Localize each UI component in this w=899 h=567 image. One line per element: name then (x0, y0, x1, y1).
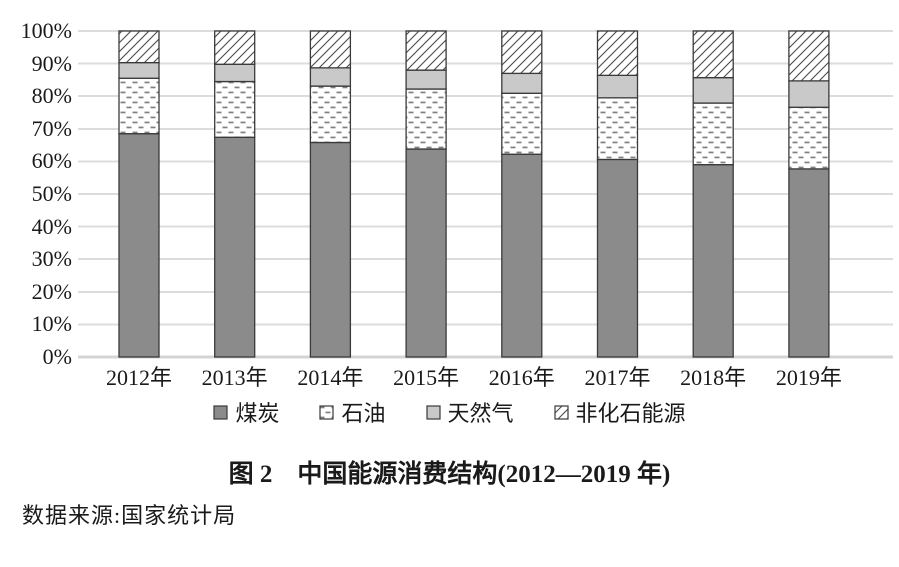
legend-marker-icon (319, 404, 335, 420)
bar-segment-solid-light (501, 72, 543, 94)
x-axis-label: 2015年 (393, 365, 460, 390)
y-tick-label: 100% (20, 18, 72, 43)
x-axis-label: 2017年 (584, 365, 651, 390)
legend-marker-icon (425, 404, 441, 420)
bar-segment-dash-pattern (309, 85, 352, 144)
y-tick-label: 30% (31, 246, 72, 272)
bar-segment-solid-light (596, 74, 639, 99)
bar-segment-dash-pattern (118, 77, 160, 135)
bar-segment-dash-pattern (596, 97, 639, 161)
x-axis-label: 2014年 (297, 365, 364, 390)
legend-label: 非化石能源 (575, 401, 686, 426)
legend-item: 非化石能源 (553, 396, 686, 428)
y-tick-label: 60% (31, 148, 72, 174)
x-axis-label: 2019年 (775, 365, 842, 390)
legend-marker-icon (213, 404, 229, 420)
bar-segment-solid-dark (596, 158, 639, 358)
y-axis: 0% 10% 20% 30% 40% 50% 60% 70% 80% 90% 100% (0, 0, 72, 400)
bar-segment-solid-dark (692, 164, 734, 358)
bar-segment-solid-dark (501, 153, 543, 358)
y-tick-label: 80% (31, 83, 72, 109)
bar-segment-solid-light (309, 67, 352, 87)
legend-item: 石油 (319, 396, 386, 428)
bar-segment-solid-light (214, 63, 256, 83)
x-axis-label: 2013年 (201, 365, 268, 390)
x-axis-label: 2016年 (488, 365, 555, 390)
bar-segment-diagonal-hatch (596, 30, 639, 76)
x-axis: 2012年 2013年 2014年 2015年 2016年 2017年 2018年 2019年 (0, 363, 899, 395)
bar-segment-diagonal-hatch (692, 30, 734, 79)
bar-segment-diagonal-hatch (214, 30, 256, 65)
x-axis-label: 2018年 (680, 365, 747, 390)
y-tick-label: 10% (31, 311, 72, 337)
bar-segment-dash-pattern (214, 80, 256, 138)
legend-item: 煤炭 (213, 396, 279, 428)
data-source-note: 数据来源:国家统计局 (22, 503, 237, 528)
y-tick-label: 70% (31, 115, 72, 141)
bar-segment-dash-pattern (405, 88, 447, 150)
bar-segment-dash-pattern (501, 92, 543, 155)
bar-segment-diagonal-hatch (405, 30, 447, 71)
bar-segment-diagonal-hatch (118, 30, 160, 64)
legend-marker-icon (553, 404, 569, 420)
bar-segment-solid-dark (214, 136, 256, 358)
bar-segment-diagonal-hatch (788, 30, 830, 82)
bar-segment-solid-dark (118, 133, 160, 358)
plot-area (78, 30, 893, 359)
y-tick-label: 20% (31, 278, 72, 304)
y-tick-label: 50% (31, 181, 72, 206)
bar-segment-solid-dark (309, 141, 352, 358)
legend-label: 天然气 (447, 401, 514, 426)
bar-segment-diagonal-hatch (309, 30, 352, 69)
bar-segment-solid-light (118, 61, 160, 79)
bar-segment-solid-dark (788, 168, 830, 358)
legend-label: 石油 (341, 401, 386, 426)
x-axis-label: 2012年 (105, 365, 172, 390)
y-tick-label: 0% (42, 344, 72, 369)
bar-segment-diagonal-hatch (501, 30, 543, 75)
y-tick-label: 90% (31, 50, 72, 76)
legend: 煤炭 石油 天然气 非化石能源 (0, 396, 899, 428)
bar-segment-dash-pattern (692, 102, 734, 166)
legend-item: 天然气 (425, 396, 514, 428)
legend-label: 煤炭 (235, 401, 280, 426)
bar-segment-dash-pattern (788, 106, 830, 170)
bar-segment-solid-light (788, 80, 830, 108)
figure-caption: 图 2 中国能源消费结构(2012—2019 年) (228, 461, 671, 488)
y-tick-label: 40% (31, 213, 72, 239)
bar-segment-solid-light (692, 76, 734, 104)
bar-segment-solid-light (405, 69, 447, 90)
bar-segment-solid-dark (405, 148, 447, 358)
